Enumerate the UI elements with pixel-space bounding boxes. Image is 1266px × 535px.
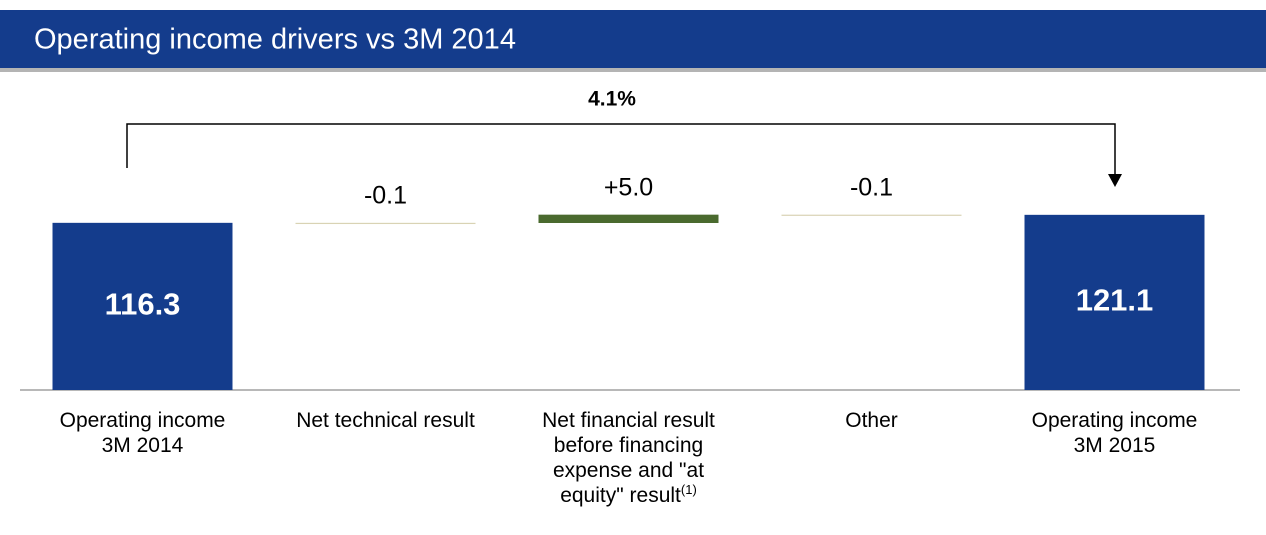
- value-label: -0.1: [850, 173, 893, 201]
- category-text: Net financial result before financing ex…: [542, 409, 715, 507]
- value-label: -0.1: [364, 181, 407, 209]
- x-tick-label: Net technical result: [266, 408, 506, 433]
- bar: [52, 222, 233, 390]
- x-tick-label: Operating income 3M 2014: [48, 408, 238, 458]
- chart-title: Operating income drivers vs 3M 2014: [34, 24, 516, 56]
- bracket: [126, 123, 1116, 176]
- title-rule: [0, 68, 1266, 72]
- footnote-mark: (1): [680, 482, 697, 497]
- category-text: Net technical result: [296, 409, 475, 432]
- category-text: Operating income 3M 2015: [1031, 409, 1198, 457]
- annotation: 4.1%: [588, 88, 636, 111]
- value-label: 116.3: [105, 287, 181, 322]
- x-tick-label: Other: [752, 408, 992, 433]
- bar: [1024, 214, 1205, 390]
- bar: [538, 214, 719, 223]
- bar: [781, 214, 962, 216]
- value-label: +5.0: [604, 173, 653, 201]
- arrow-head: [1108, 174, 1122, 187]
- x-tick-label: Net financial result before financing ex…: [526, 408, 731, 508]
- category-text: Other: [845, 409, 898, 432]
- bar: [295, 222, 476, 225]
- x-tick-label: Operating income 3M 2015: [1020, 408, 1210, 458]
- category-text: Operating income 3M 2014: [59, 409, 226, 457]
- title-bar: [0, 10, 1266, 68]
- value-label: 121.1: [1076, 283, 1154, 318]
